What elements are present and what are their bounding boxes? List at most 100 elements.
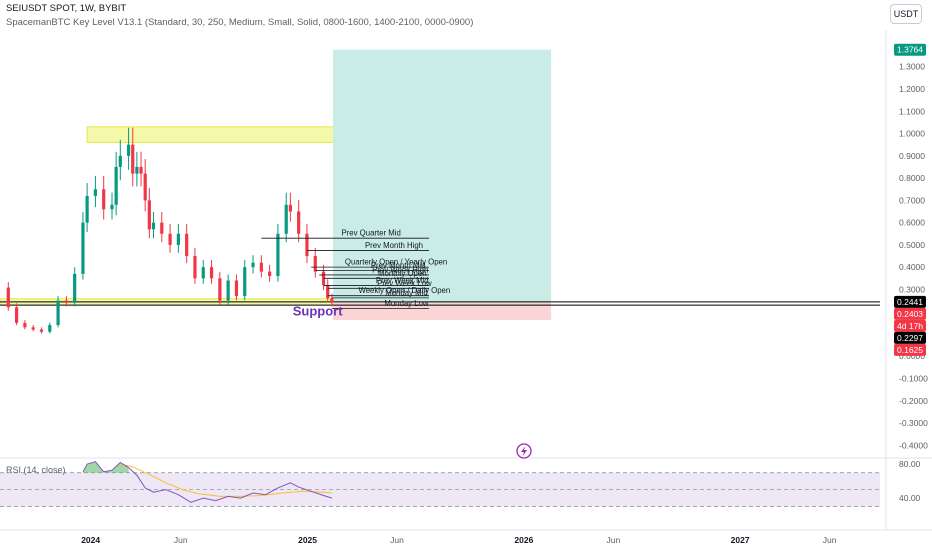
y-tick-label: 0.6000 — [899, 218, 925, 228]
candle-body — [185, 233, 189, 257]
key-level-label: Prev Week High — [372, 265, 428, 274]
candle-body — [201, 267, 205, 279]
rsi-ma-line — [120, 463, 332, 497]
candles-layer — [6, 127, 334, 334]
y-tick-label: 0.9000 — [899, 151, 925, 161]
price-tag-bg — [894, 43, 926, 56]
candle-body — [176, 233, 180, 245]
key-level-label: Prev Week Low — [377, 279, 432, 288]
indicator-legend[interactable]: SpacemanBTC Key Level V13.1 (Standard, 3… — [6, 17, 474, 28]
key-level-label: Monday Low — [384, 299, 429, 308]
price-tag-bg — [894, 307, 926, 320]
price-tag-label: 0.1625 — [897, 345, 923, 355]
chart-symbol-title: SEIUSDT SPOT, 1W, BYBIT — [6, 3, 127, 14]
x-tick-label: Jun — [606, 535, 620, 545]
candle-body — [23, 322, 27, 328]
target-zone-2 — [333, 49, 552, 303]
candle-body — [85, 195, 89, 223]
y-tick-label: -0.4000 — [899, 440, 928, 450]
candle-body — [284, 204, 288, 234]
key-level-label: Weekly Open / Daily Open — [359, 286, 451, 295]
x-tick-label: Jun — [390, 535, 404, 545]
price-axis: 1.3000 1.2000 1.1000 1.0000 0.9000 0.8000 0.70… — [899, 62, 928, 451]
key-level-label: Prev Week Mid — [376, 276, 429, 285]
candle-body — [193, 256, 197, 279]
candle-body — [143, 173, 147, 201]
rsi-line — [82, 461, 333, 503]
price-tag-bg — [894, 295, 926, 308]
candle-body — [268, 271, 272, 277]
x-tick-label: 2024 — [81, 535, 100, 545]
price-tag: 0.1625 — [894, 343, 926, 356]
candle-body — [102, 189, 106, 210]
candle-body — [139, 166, 143, 174]
candle-body — [81, 222, 85, 274]
candle-body — [243, 267, 247, 297]
candle-body — [39, 329, 44, 332]
key-level-label: Prev Month Mid — [371, 261, 426, 270]
key-level-label: Monthly Open — [378, 269, 427, 278]
candle-body — [326, 284, 330, 299]
candle-body — [73, 273, 77, 303]
key-level-label: Quarterly Open / Yearly Open — [345, 258, 447, 267]
y-tick-label: 0.3000 — [899, 284, 925, 294]
price-tag-bg — [894, 319, 926, 332]
candle-body — [135, 166, 139, 174]
candle-body — [114, 166, 118, 205]
candle-body — [297, 211, 301, 234]
y-tick-label: -0.3000 — [899, 418, 928, 428]
price-tag: 0.2441 — [894, 295, 926, 308]
candle-body — [48, 325, 52, 332]
x-tick-label: 2027 — [731, 535, 750, 545]
x-tick-label: 2025 — [298, 535, 317, 545]
candle-body — [209, 267, 214, 279]
price-tags-layer: 1.3764 0.2441 0.2403 4d 17h 0.2297 0.1625 — [894, 43, 926, 356]
rsi-tick-label: 80.00 — [899, 459, 921, 469]
price-tag-label: 0.2441 — [897, 297, 923, 307]
y-tick-label: 0.0000 — [899, 351, 925, 361]
x-tick-label: 2026 — [514, 535, 533, 545]
candle-body — [259, 262, 263, 272]
rsi-band — [0, 472, 880, 507]
price-tag-label: 1.3764 — [897, 45, 923, 55]
candle-body — [131, 144, 135, 174]
rsi-overbought-fill — [82, 461, 129, 473]
rsi-tick-label: 40.00 — [899, 493, 921, 503]
candle-body — [330, 298, 334, 303]
candle-body — [313, 256, 317, 272]
candle-body — [160, 222, 164, 234]
currency-button[interactable]: USDT — [890, 4, 922, 24]
price-tag-label: 4d 17h — [897, 321, 923, 331]
key-levels-layer: Prev Quarter Mid Prev Month High Quarterly… — [261, 229, 450, 309]
lightning-icon[interactable] — [516, 443, 532, 459]
support-annotation: Support — [293, 304, 343, 319]
price-tag-label: 0.2403 — [897, 309, 923, 319]
candle-body — [14, 307, 19, 323]
horizontal-lines-layer — [0, 301, 880, 306]
candle-body — [276, 233, 280, 277]
stop-zone-3 — [333, 302, 552, 321]
candle-body — [288, 204, 292, 212]
candle-body — [93, 189, 98, 196]
lightning-icon-bolt[interactable] — [521, 446, 527, 457]
candle-body — [56, 300, 60, 326]
time-axis: 2024 Jun 2025 Jun 2026 Jun 2027 Jun — [0, 30, 932, 545]
rsi-title: RSI (14, close) — [6, 465, 66, 475]
candle-body — [151, 222, 156, 230]
y-tick-label: -0.1000 — [899, 374, 928, 384]
y-tick-label: 0.4000 — [899, 262, 925, 272]
candle-body — [118, 155, 122, 167]
y-tick-label: 1.3000 — [899, 62, 925, 72]
rsi-pane: RSI (14, close) 80.00 40.00 — [0, 457, 932, 507]
price-tag: 0.2403 — [894, 307, 926, 320]
candle-body — [110, 204, 114, 210]
candle-body — [234, 280, 239, 297]
y-tick-label: 0.5000 — [899, 240, 925, 250]
candle-body — [31, 327, 35, 330]
price-tag: 4d 17h — [894, 319, 926, 332]
key-level-label: Monday Mid — [385, 288, 427, 297]
y-tick-label: 0.7000 — [899, 195, 925, 205]
candle-body — [147, 200, 151, 230]
x-tick-label: Jun — [174, 535, 188, 545]
